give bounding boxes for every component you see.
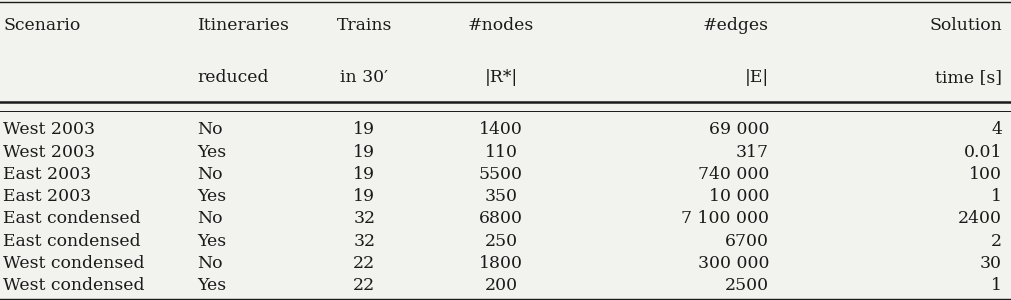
Text: 740 000: 740 000: [697, 166, 768, 183]
Text: 2400: 2400: [957, 210, 1001, 227]
Text: 350: 350: [484, 188, 517, 205]
Text: No: No: [197, 210, 222, 227]
Text: Trains: Trains: [337, 16, 391, 34]
Text: Yes: Yes: [197, 232, 226, 250]
Text: No: No: [197, 122, 222, 139]
Text: West 2003: West 2003: [3, 144, 95, 161]
Text: 0.01: 0.01: [962, 144, 1001, 161]
Text: 4: 4: [990, 122, 1001, 139]
Text: West condensed: West condensed: [3, 277, 145, 294]
Text: 6700: 6700: [725, 232, 768, 250]
Text: 19: 19: [353, 144, 375, 161]
Text: 30: 30: [979, 255, 1001, 272]
Text: 7 100 000: 7 100 000: [680, 210, 768, 227]
Text: 250: 250: [484, 232, 517, 250]
Text: 22: 22: [353, 277, 375, 294]
Text: #nodes: #nodes: [467, 16, 534, 34]
Text: Itineraries: Itineraries: [197, 16, 289, 34]
Text: West 2003: West 2003: [3, 122, 95, 139]
Text: 1: 1: [990, 188, 1001, 205]
Text: #edges: #edges: [703, 16, 768, 34]
Text: 19: 19: [353, 166, 375, 183]
Text: 2500: 2500: [724, 277, 768, 294]
Text: 5500: 5500: [478, 166, 523, 183]
Text: 317: 317: [735, 144, 768, 161]
Text: 1800: 1800: [478, 255, 523, 272]
Text: West condensed: West condensed: [3, 255, 145, 272]
Text: reduced: reduced: [197, 69, 269, 86]
Text: Yes: Yes: [197, 188, 226, 205]
Text: 19: 19: [353, 122, 375, 139]
Text: Solution: Solution: [928, 16, 1001, 34]
Text: 19: 19: [353, 188, 375, 205]
Text: 1400: 1400: [478, 122, 523, 139]
Text: 32: 32: [353, 210, 375, 227]
Text: 6800: 6800: [478, 210, 523, 227]
Text: Yes: Yes: [197, 277, 226, 294]
Text: 10 000: 10 000: [708, 188, 768, 205]
Text: No: No: [197, 166, 222, 183]
Text: 1: 1: [990, 277, 1001, 294]
Text: 300 000: 300 000: [697, 255, 768, 272]
Text: 110: 110: [484, 144, 517, 161]
Text: East condensed: East condensed: [3, 210, 141, 227]
Text: East 2003: East 2003: [3, 166, 91, 183]
Text: Yes: Yes: [197, 144, 226, 161]
Text: East 2003: East 2003: [3, 188, 91, 205]
Text: |R*|: |R*|: [484, 69, 517, 86]
Text: No: No: [197, 255, 222, 272]
Text: 2: 2: [990, 232, 1001, 250]
Text: Scenario: Scenario: [3, 16, 80, 34]
Text: 22: 22: [353, 255, 375, 272]
Text: 32: 32: [353, 232, 375, 250]
Text: time [s]: time [s]: [934, 69, 1001, 86]
Text: East condensed: East condensed: [3, 232, 141, 250]
Text: 100: 100: [968, 166, 1001, 183]
Text: 200: 200: [484, 277, 517, 294]
Text: in 30′: in 30′: [340, 69, 388, 86]
Text: 69 000: 69 000: [708, 122, 768, 139]
Text: |E|: |E|: [744, 69, 768, 86]
